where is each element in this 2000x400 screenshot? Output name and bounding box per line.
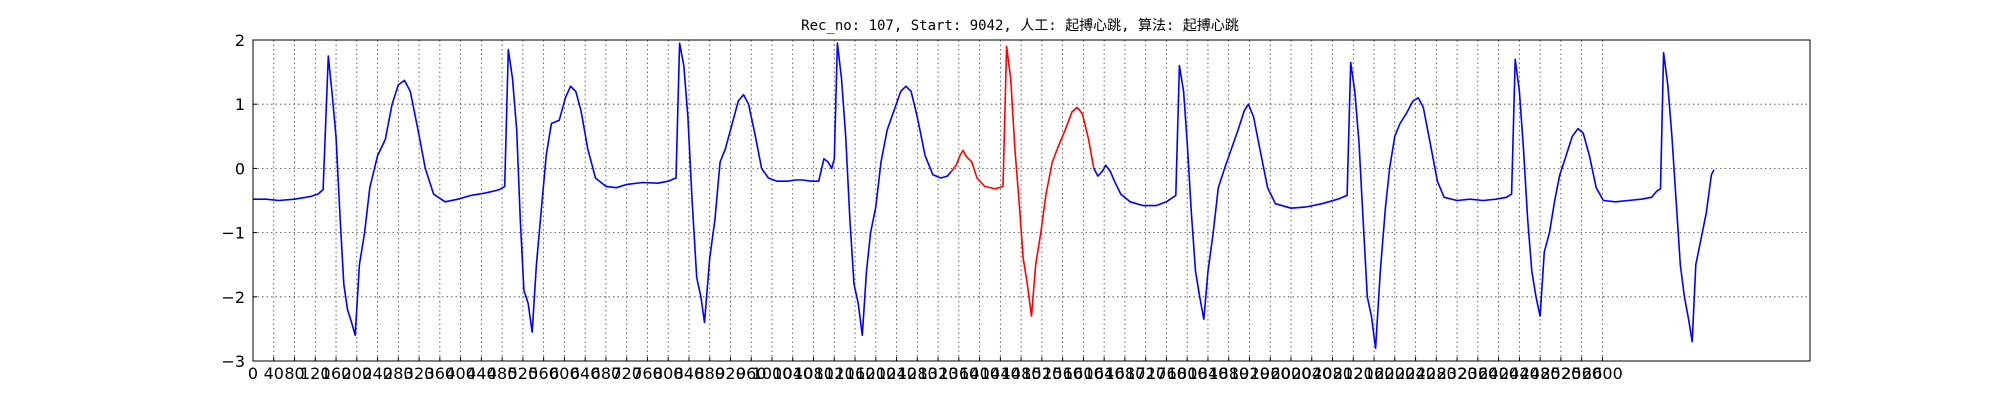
x-tick-label: 2440 [1499, 364, 1540, 383]
x-tick-label: 360 [425, 364, 456, 383]
x-tick-label: 1360 [938, 364, 979, 383]
y-tick-label: 0 [235, 159, 245, 178]
x-tick-label: 480 [487, 364, 518, 383]
plot-area-frame [252, 39, 1811, 362]
x-tick-label: 1520 [1022, 364, 1063, 383]
x-tick-label: 1840 [1188, 364, 1229, 383]
x-tick-label: 320 [404, 364, 435, 383]
x-tick-label: 240 [362, 364, 393, 383]
x-tick-label: 520 [508, 364, 539, 383]
x-tick-label: 800 [653, 364, 684, 383]
x-tick-label: 680 [591, 364, 622, 383]
x-tick-label: 960 [736, 364, 767, 383]
x-tick-label: 1320 [918, 364, 959, 383]
x-tick-label: 880 [694, 364, 725, 383]
x-tick-label: 1560 [1042, 364, 1083, 383]
x-tick-label: 1640 [1084, 364, 1125, 383]
x-tick-label: 2120 [1333, 364, 1374, 383]
y-tick-label: 1 [235, 95, 245, 114]
x-tick-label: 1280 [897, 364, 938, 383]
x-tick-label: 2320 [1437, 364, 1478, 383]
x-tick-label: 1600 [1063, 364, 1104, 383]
x-tick-label: 1160 [835, 364, 876, 383]
x-tick-label: 2400 [1478, 364, 1519, 383]
x-tick-label: 1200 [855, 364, 896, 383]
x-tick-label: 1000 [752, 364, 793, 383]
ecg-series-line [1093, 51, 1715, 350]
x-tick-label: 560 [528, 364, 559, 383]
x-axis-ticks: 0 40 8012016020024028032036040044048052056… [248, 357, 1623, 383]
x-tick-label: 720 [611, 364, 642, 383]
x-tick-label: 1440 [980, 364, 1021, 383]
x-tick-label: 2520 [1541, 364, 1582, 383]
x-tick-label: 2240 [1395, 364, 1436, 383]
x-tick-label: 2560 [1561, 364, 1602, 383]
series-group [253, 42, 1715, 350]
y-axis-ticks: 2 1 0 −1 −2 −3 [221, 31, 257, 371]
x-tick-label: 1400 [959, 364, 1000, 383]
y-tick-label: −3 [221, 352, 245, 371]
x-tick-label: 2360 [1457, 364, 1498, 383]
x-tick-label: 2040 [1291, 364, 1332, 383]
x-tick-label: 2080 [1312, 364, 1353, 383]
x-tick-label: 1040 [772, 364, 813, 383]
x-tick-label: 2200 [1374, 364, 1415, 383]
x-tick-label: 920 [715, 364, 746, 383]
x-tick-label: 2280 [1416, 364, 1457, 383]
x-tick-label: 1240 [876, 364, 917, 383]
x-tick-label: 1720 [1125, 364, 1166, 383]
x-tick-label: 840 [674, 364, 705, 383]
x-tick-label: 640 [570, 364, 601, 383]
x-tick-label: 760 [632, 364, 663, 383]
x-tick-label: 1080 [793, 364, 834, 383]
x-tick-label: 80 [284, 364, 304, 383]
x-tick-label: 120 [300, 364, 331, 383]
x-tick-label: 1800 [1167, 364, 1208, 383]
x-tick-label: 200 [342, 364, 373, 383]
y-tick-label: 2 [235, 31, 245, 50]
x-tick-label: 1960 [1250, 364, 1291, 383]
chart-title: Rec_no: 107, Start: 9042, 人工: 起搏心跳, 算法: … [801, 17, 1239, 34]
x-tick-label: 1920 [1229, 364, 1270, 383]
x-tick-label: 2160 [1354, 364, 1395, 383]
x-tick-label: 400 [445, 364, 476, 383]
x-tick-label: 2000 [1271, 364, 1312, 383]
x-tick-label: 280 [383, 364, 414, 383]
x-tick-label: 440 [466, 364, 497, 383]
x-tick-label: 1880 [1208, 364, 1249, 383]
x-tick-label: 600 [549, 364, 580, 383]
y-tick-label: −2 [221, 288, 245, 307]
x-tick-label: 1480 [1001, 364, 1042, 383]
x-tick-label: 2480 [1520, 364, 1561, 383]
x-tick-label: 1120 [814, 364, 855, 383]
x-tick-label: 1680 [1105, 364, 1146, 383]
x-tick-label: 0 [248, 364, 258, 383]
highlighted-beat-line [950, 45, 1095, 317]
x-tick-label: 1760 [1146, 364, 1187, 383]
x-tick-label: 160 [321, 364, 352, 383]
ecg-series-line [253, 42, 952, 337]
x-tick-label: 2600 [1582, 364, 1623, 383]
y-tick-label: −1 [221, 224, 245, 243]
x-tick-label: 40 [264, 364, 284, 383]
